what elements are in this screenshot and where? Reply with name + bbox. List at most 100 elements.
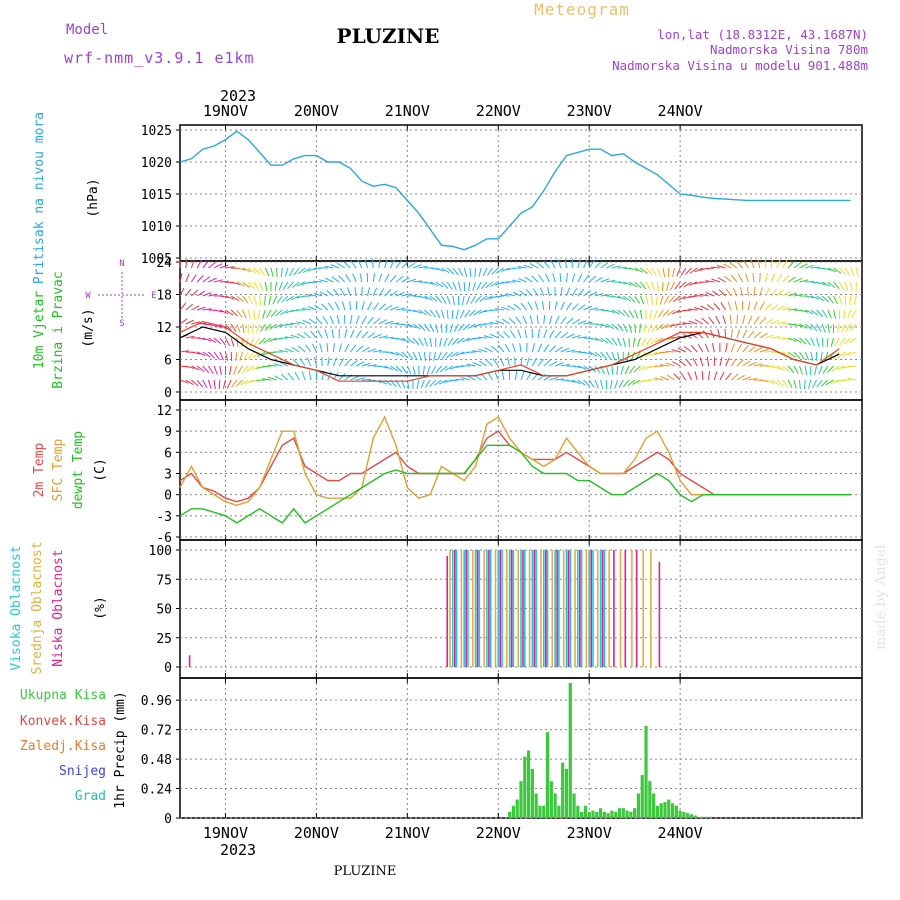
wind-barb (247, 351, 255, 360)
wind-barb (435, 281, 444, 288)
wind-barb (185, 365, 195, 370)
wind-barb (236, 281, 246, 287)
wind-barb (390, 322, 400, 325)
wind-barb (660, 376, 669, 381)
wind-barb (730, 373, 739, 381)
wind-barb (654, 377, 664, 381)
wind-barb (628, 309, 634, 319)
wind-barb (665, 323, 675, 328)
wind-barb (577, 320, 587, 325)
wind-barb (314, 357, 317, 367)
precip-bar (553, 793, 557, 818)
wind-barb (643, 365, 652, 370)
wind-barb (827, 365, 834, 373)
wind-barb (213, 309, 223, 313)
wind-barb (843, 309, 846, 319)
wind-barb (711, 278, 721, 283)
precip-bar (648, 781, 652, 818)
ytick-label-wind-0: 24 (156, 256, 172, 271)
precip-bar (568, 683, 572, 818)
wind-barb (441, 281, 449, 289)
elevation-label: Nadmorska Visina 780m (710, 42, 868, 57)
wind-barb (799, 337, 807, 345)
pressure-side-label: Pritisak na nivou mora (32, 112, 47, 284)
wind-barb (338, 343, 343, 353)
wind-barb (290, 322, 300, 325)
wind-barb (660, 323, 670, 330)
precip-legend-1: Konvek.Kisa (20, 714, 106, 729)
wind-barb (724, 275, 732, 283)
ytick-label-pressure-1: 1020 (141, 156, 172, 171)
wind-barb (435, 295, 443, 304)
wind-barb (747, 286, 749, 297)
wind-barb (549, 360, 558, 367)
wind-barb (617, 295, 627, 301)
precip-bar (557, 805, 561, 818)
wind-barb (441, 267, 450, 274)
precip-bar (625, 810, 629, 818)
wind-barb (816, 379, 823, 388)
wind-barb (196, 351, 206, 357)
wind-barb (694, 371, 698, 381)
wind-barb (494, 371, 499, 381)
wind-barb (623, 281, 632, 286)
wind-barb (378, 288, 385, 297)
wind-barb (833, 309, 837, 319)
wind-barb (424, 281, 434, 285)
wind-barb (606, 279, 616, 283)
wind-barb (226, 379, 232, 389)
wind-barb (327, 371, 332, 381)
cloud-side-label-1: Srednja Oblacnost (30, 541, 45, 674)
wind-barb (349, 300, 351, 311)
wind-barb (816, 281, 826, 286)
wind-barb (245, 379, 255, 385)
wind-barb (344, 358, 352, 367)
wind-barb (810, 309, 819, 316)
precip-bar (530, 768, 534, 818)
wind-barb (395, 351, 404, 358)
wind-barb (782, 275, 790, 283)
wind-barb (588, 260, 595, 269)
wind-barb (712, 290, 721, 297)
wind-barb (208, 323, 218, 328)
wind-barb (479, 295, 488, 302)
wind-barb (665, 281, 670, 291)
lonlat-label: lon,lat (18.8312E, 43.1687N) (657, 27, 868, 42)
wind-barb (617, 266, 627, 269)
wind-barb (722, 315, 727, 325)
wind-barb (241, 365, 249, 374)
wind-barb (313, 280, 323, 283)
wind-barb (594, 276, 603, 283)
wind-barb (614, 379, 619, 389)
wind-barb (529, 263, 539, 269)
wind-barb (489, 333, 499, 339)
wind-barb (239, 351, 243, 361)
wind-barb (770, 288, 778, 297)
wind-barb (424, 379, 431, 388)
precip-bar (697, 816, 701, 818)
wind-barb (246, 365, 255, 372)
wind-barb (844, 281, 849, 291)
wind-barb (451, 309, 454, 320)
wind-barb (361, 346, 370, 353)
precip-bar (523, 756, 527, 818)
wind-barb (705, 267, 715, 270)
wind-barb (395, 337, 405, 342)
wind-barb (805, 295, 815, 299)
wind-barb (196, 306, 206, 311)
ytick-label-precip-0: 0.96 (141, 694, 172, 709)
wind-barb (418, 309, 427, 316)
wind-barb (406, 365, 412, 375)
top-year-label: 2023 (220, 87, 256, 105)
wind-barb (433, 351, 437, 361)
wind-barb (247, 295, 253, 305)
wind-barb (651, 281, 655, 291)
wind-barb (240, 379, 249, 386)
wind-barb (367, 301, 373, 311)
wind-barb (536, 261, 545, 269)
wind-barb (179, 302, 187, 311)
wind-barb (350, 329, 355, 339)
wind-barb (324, 265, 334, 269)
wind-barb (827, 309, 832, 319)
wind-barb (261, 378, 272, 381)
